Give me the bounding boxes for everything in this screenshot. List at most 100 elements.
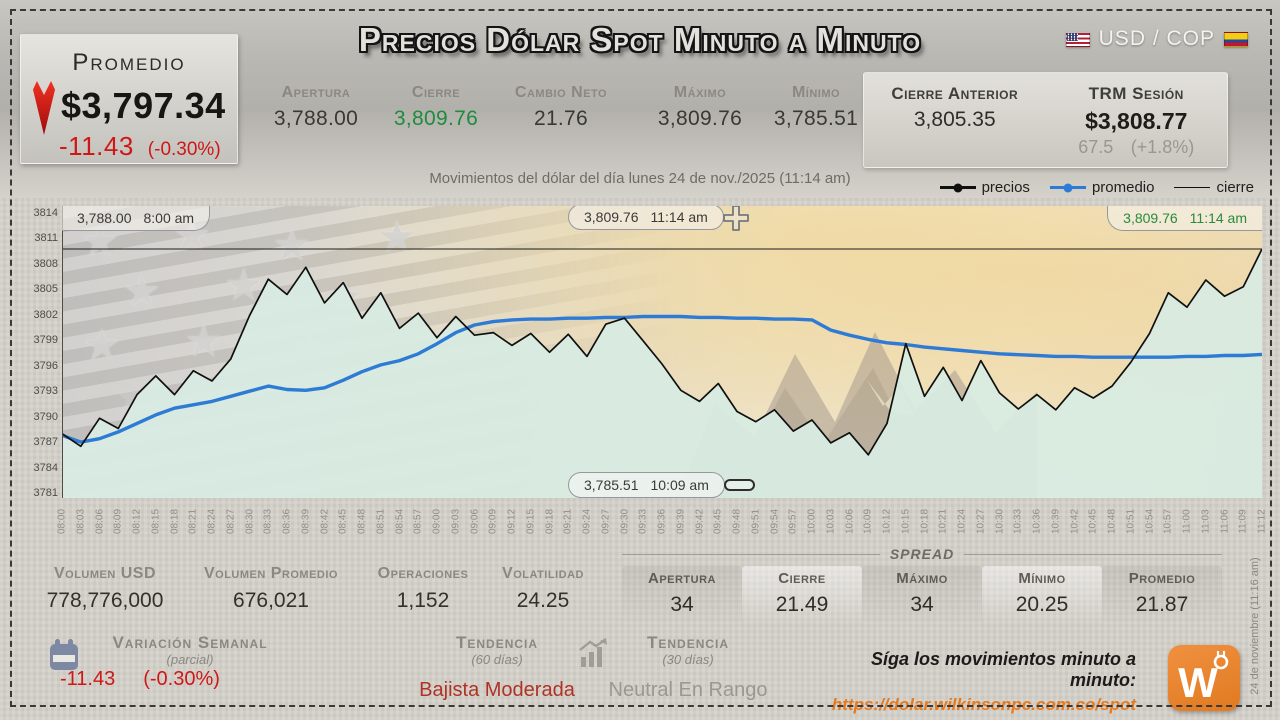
y-tick-label: 3793 bbox=[33, 385, 58, 398]
header-stat-3: Máximo 3,809.76 bbox=[632, 84, 768, 131]
fstat-label: Volumen Promedio bbox=[203, 565, 338, 582]
x-tick-label: 10:12 bbox=[881, 508, 893, 535]
x-tick-label: 10:21 bbox=[937, 508, 949, 535]
tendencia-30-block: Tendencia (30 días) Neutral En Rango bbox=[608, 633, 768, 702]
x-tick-label: 08:24 bbox=[206, 508, 218, 535]
x-tick-label: 10:33 bbox=[1012, 508, 1024, 535]
logo-letter: W bbox=[1178, 659, 1218, 706]
legend-dot bbox=[953, 183, 963, 192]
trm-label: TRM Sesión bbox=[1088, 84, 1184, 103]
x-tick-label: 10:57 bbox=[1162, 508, 1174, 535]
tendencia-60-sub: (60 días) bbox=[471, 652, 523, 667]
x-tick-label: 08:45 bbox=[337, 508, 349, 535]
volume-stat-3: Volatilidad 24.25 bbox=[484, 565, 602, 613]
spread-label: Apertura bbox=[647, 570, 716, 587]
cierre-anterior-block: Cierre Anterior 3,805.35 bbox=[864, 73, 1046, 167]
stat-label: Cambio Neto bbox=[514, 84, 608, 101]
star-decor: ★ bbox=[272, 221, 312, 270]
promedio-box: Promedio $3,797.34 -11.43 (-0.30%) bbox=[20, 34, 238, 164]
stat-value: 3,809.76 bbox=[657, 107, 743, 130]
price-chart: ★★★★★★★★★★★★★★★ 3,788.008:00 am 3,809.76… bbox=[34, 206, 1268, 551]
cta-link[interactable]: https://dolar.wilkinsonpc.com.co/spot bbox=[831, 695, 1136, 714]
down-arrow-icon bbox=[33, 81, 55, 135]
x-tick-label: 09:09 bbox=[487, 508, 499, 535]
cierre-anterior-value: 3,805.35 bbox=[913, 108, 996, 131]
annotation-time: 10:09 am bbox=[650, 477, 709, 493]
star-decor: ★ bbox=[377, 213, 417, 262]
y-axis-line bbox=[62, 206, 63, 498]
fstat-label: Volumen USD bbox=[53, 565, 157, 582]
cta-text: Síga los movimientos minuto a minuto: bbox=[870, 649, 1136, 690]
annotation-value: 3,788.00 bbox=[77, 209, 132, 226]
stat-label: Mínimo bbox=[791, 84, 841, 101]
cta-block: Síga los movimientos minuto a minuto: ht… bbox=[820, 649, 1136, 715]
x-tick-label: 11:12 bbox=[1256, 509, 1268, 534]
x-tick-label: 08:39 bbox=[300, 508, 312, 535]
legend-label: promedio bbox=[1091, 179, 1155, 196]
spread-label: Mínimo bbox=[1018, 570, 1066, 587]
stat-label: Máximo bbox=[673, 84, 727, 101]
x-tick-label: 10:15 bbox=[900, 508, 912, 535]
stat-label: Cierre bbox=[411, 84, 461, 101]
x-tick-label: 08:15 bbox=[150, 508, 162, 535]
stat-value: 3,785.51 bbox=[773, 107, 859, 130]
star-decor: ★ bbox=[122, 267, 162, 316]
currency-pair: USD / COP bbox=[1065, 27, 1248, 51]
x-tick-label: 10:18 bbox=[919, 508, 930, 535]
x-tick-label: 09:06 bbox=[469, 508, 480, 535]
annotation-close: 3,809.76 11:14 am bbox=[1107, 206, 1262, 231]
tendencia-60-label: Tendencia bbox=[455, 633, 539, 652]
variacion-pct: (-0.30%) bbox=[143, 668, 220, 690]
spread-divider-left bbox=[622, 553, 880, 555]
tendencia-60-block: Tendencia (60 días) Bajista Moderada bbox=[402, 633, 592, 702]
side-date-note: 24 de noviembre (11:16 am) bbox=[1249, 557, 1261, 695]
x-tick-label: 10:48 bbox=[1106, 508, 1118, 535]
header-stat-0: Apertura 3,788.00 bbox=[250, 84, 382, 131]
x-tick-label: 09:45 bbox=[712, 508, 724, 535]
variacion-semanal-block: Variación Semanal (parcial) bbox=[85, 633, 295, 667]
wilkinsonpc-logo[interactable]: W bbox=[1168, 645, 1240, 711]
x-tick-label: 09:48 bbox=[731, 508, 743, 535]
ellipse-icon bbox=[724, 479, 755, 491]
x-tick-label: 11:06 bbox=[1219, 509, 1230, 534]
spread-col-3: Mínimo 20.25 bbox=[982, 566, 1102, 625]
stat-value: 3,788.00 bbox=[273, 107, 359, 130]
x-tick-label: 08:00 bbox=[56, 508, 68, 535]
x-tick-label: 08:30 bbox=[244, 508, 255, 535]
x-tick-label: 10:03 bbox=[825, 508, 837, 535]
annotation-time: 8:00 am bbox=[143, 209, 195, 226]
y-tick-label: 3781 bbox=[33, 487, 58, 499]
x-tick-label: 09:54 bbox=[769, 508, 780, 535]
spread-label: Cierre bbox=[778, 570, 826, 587]
fstat-value: 1,152 bbox=[396, 589, 450, 612]
legend-label: precios bbox=[981, 179, 1030, 196]
legend-swatch bbox=[1174, 186, 1211, 189]
x-tick-label: 09:57 bbox=[787, 508, 799, 535]
x-tick-label: 08:27 bbox=[225, 508, 237, 535]
x-tick-label: 08:03 bbox=[75, 508, 87, 535]
x-tick-label: 10:27 bbox=[975, 508, 987, 535]
y-tick-label: 3796 bbox=[33, 359, 58, 372]
spread-title: SPREAD bbox=[889, 546, 955, 562]
x-tick-label: 11:03 bbox=[1200, 509, 1212, 534]
tendencia-30-value: Neutral En Rango bbox=[608, 679, 768, 701]
volume-stat-2: Operaciones 1,152 bbox=[362, 565, 484, 613]
x-tick-label: 09:39 bbox=[675, 508, 687, 535]
star-decor: ★ bbox=[82, 321, 122, 370]
chart-legend: precios promedio cierre bbox=[939, 179, 1254, 196]
variacion-sub: (parcial) bbox=[166, 652, 214, 667]
x-tick-label: 08:54 bbox=[394, 508, 405, 535]
x-tick-label: 10:00 bbox=[806, 508, 818, 535]
x-tick-label: 09:24 bbox=[581, 508, 593, 535]
x-tick-label: 08:57 bbox=[412, 508, 424, 535]
trm-delta: 67.5 bbox=[1078, 137, 1114, 157]
colombia-flag-icon bbox=[1224, 31, 1248, 47]
variacion-label: Variación Semanal bbox=[112, 633, 268, 652]
chart-canvas bbox=[62, 248, 1262, 498]
session-panel: Cierre Anterior 3,805.35 TRM Sesión $3,8… bbox=[863, 72, 1228, 168]
legend-swatch bbox=[1049, 183, 1086, 192]
annotation-open: 3,788.00 8:00 am bbox=[62, 206, 211, 231]
x-tick-label: 10:45 bbox=[1087, 508, 1099, 535]
x-tick-label: 08:09 bbox=[112, 508, 124, 535]
spread-value: 34 bbox=[910, 593, 934, 616]
